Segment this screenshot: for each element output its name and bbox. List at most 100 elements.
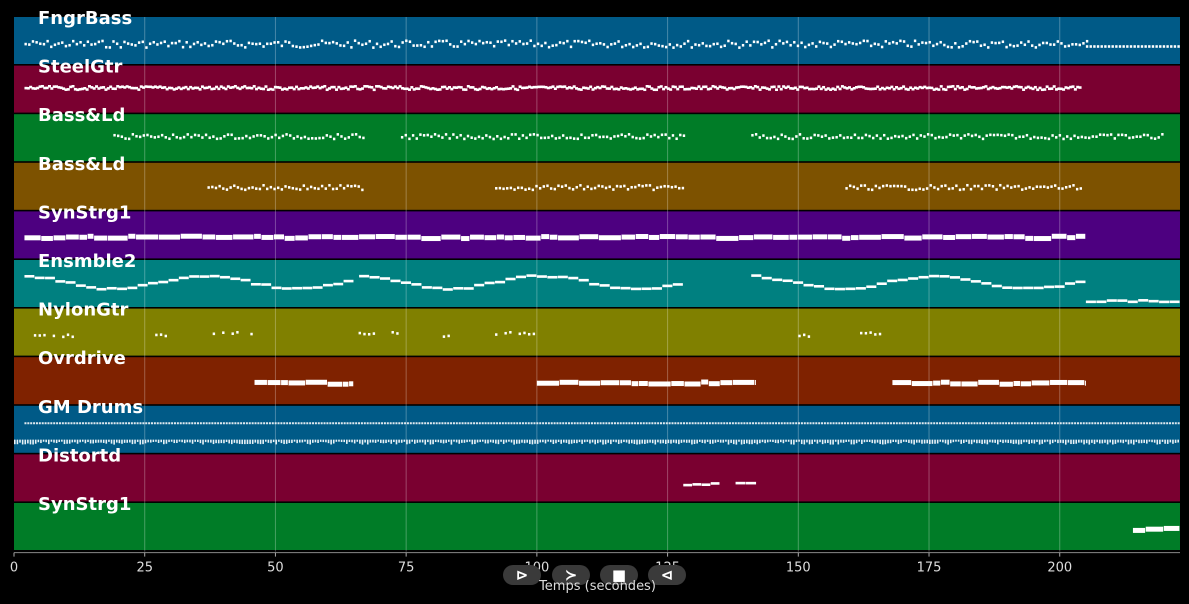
note	[901, 134, 904, 138]
note	[909, 86, 913, 90]
drum-hit	[588, 422, 591, 425]
note	[967, 133, 970, 136]
note	[212, 87, 216, 91]
drum-hit	[685, 439, 688, 443]
drum-hit	[1112, 439, 1114, 445]
note	[470, 136, 473, 139]
note	[539, 85, 543, 89]
drum-hit	[159, 422, 162, 425]
note	[112, 40, 115, 43]
note	[1022, 88, 1026, 91]
note	[243, 85, 247, 88]
drum-hit	[748, 439, 751, 445]
note	[68, 43, 71, 47]
note	[942, 87, 946, 91]
note	[255, 87, 259, 91]
play-button[interactable]: ⊳	[503, 565, 541, 585]
note	[495, 86, 499, 89]
note	[50, 87, 54, 90]
note	[623, 184, 626, 188]
stop-button[interactable]: ■	[600, 565, 638, 585]
note	[45, 276, 55, 280]
note	[954, 42, 957, 45]
note	[584, 86, 588, 90]
drum-hit	[1140, 439, 1143, 444]
drum-hit	[432, 422, 435, 425]
note	[212, 332, 216, 336]
note	[868, 134, 871, 138]
drum-hit	[819, 439, 821, 443]
note	[866, 39, 869, 43]
drum-hit	[931, 439, 934, 444]
drum-hit	[944, 422, 947, 425]
note	[916, 87, 920, 90]
note	[812, 87, 816, 91]
note	[591, 43, 595, 47]
note	[147, 281, 158, 285]
note	[459, 133, 462, 137]
note	[251, 186, 254, 189]
note	[1031, 380, 1050, 386]
drum-hit	[32, 439, 34, 445]
note	[1067, 235, 1076, 241]
note	[709, 87, 713, 90]
note	[1043, 185, 1046, 188]
note	[1055, 88, 1059, 91]
drum-hit	[1049, 439, 1051, 445]
note	[28, 43, 31, 46]
drum-hit	[403, 439, 406, 442]
rewind-button[interactable]: ⊲	[648, 565, 686, 585]
note	[421, 236, 441, 242]
drum-hit	[547, 422, 550, 425]
drum-hit	[194, 422, 197, 425]
note	[483, 86, 487, 89]
drum-hit	[955, 439, 957, 442]
note	[90, 86, 94, 89]
drum-hit	[973, 439, 976, 443]
drum-hit	[800, 439, 803, 445]
drum-hit	[202, 422, 205, 425]
note	[710, 482, 720, 485]
forward-button[interactable]: ≻	[552, 565, 590, 585]
note	[874, 184, 878, 188]
note	[427, 40, 430, 44]
note	[299, 87, 303, 90]
note	[248, 136, 252, 140]
note	[987, 234, 1004, 240]
drum-hit	[866, 439, 868, 442]
drum-hit	[142, 439, 144, 445]
drum-hit	[1068, 422, 1071, 425]
note	[139, 85, 143, 88]
note	[1033, 286, 1044, 290]
drum-hit	[317, 422, 320, 425]
drum-hit	[850, 439, 853, 445]
drum-hit	[230, 439, 233, 445]
note	[638, 380, 648, 386]
note	[185, 41, 188, 44]
note	[891, 40, 895, 44]
note	[35, 41, 38, 44]
note	[419, 43, 423, 47]
note	[400, 281, 411, 284]
drum-hit	[612, 439, 615, 442]
note	[164, 334, 167, 338]
note	[85, 88, 89, 91]
drum-hit	[644, 439, 646, 444]
track-label: Distortd	[38, 445, 121, 466]
note	[1009, 43, 1012, 47]
note	[678, 186, 681, 190]
note	[902, 40, 906, 43]
drum-hit	[409, 422, 412, 425]
note	[883, 133, 886, 137]
note	[375, 85, 379, 88]
note	[1005, 45, 1008, 49]
drum-hit	[153, 422, 156, 425]
drum-hit	[913, 422, 916, 425]
note	[526, 274, 537, 277]
note	[805, 86, 809, 90]
note	[568, 276, 579, 280]
note	[156, 86, 160, 89]
note	[127, 286, 138, 290]
drum-hit	[1114, 439, 1117, 444]
note	[621, 234, 636, 240]
